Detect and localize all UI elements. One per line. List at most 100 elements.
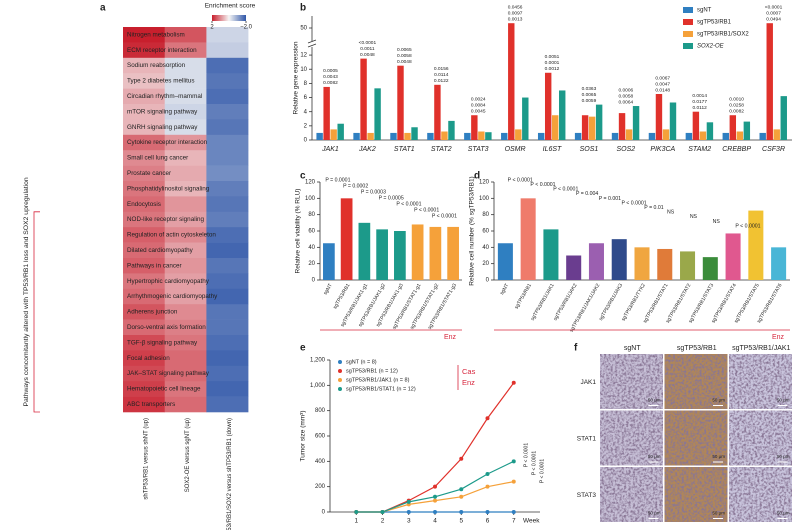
column-label: SOX2-OE versus sgNT (up) <box>185 418 191 492</box>
x-tick-label: sgTP53/RB1/STAT2 <box>665 282 693 324</box>
x-tick-label: IL6ST <box>543 146 562 153</box>
heat-cell <box>123 196 165 213</box>
p-value: 0.0456 <box>508 4 523 10</box>
row-label: JAK1 <box>580 379 596 386</box>
p-value: 0.0494 <box>766 16 781 22</box>
bar <box>692 111 700 140</box>
heat-cell <box>164 227 207 243</box>
row-label: Dorso-ventral axis formation <box>127 324 206 331</box>
y-axis-label: Relative cell viability (% RLU) <box>295 189 302 274</box>
heat-cell <box>164 288 207 305</box>
row-label: NOD-like receptor signaling <box>127 216 204 223</box>
p-value: 0.0010 <box>729 96 744 102</box>
heat-cell <box>123 42 165 59</box>
annotation: P < 0.0001 <box>539 459 545 483</box>
x-tick-label: JAK2 <box>358 146 376 153</box>
x-axis-label: Week <box>523 518 540 525</box>
annotation: NS <box>690 214 698 220</box>
heat-cell <box>206 42 249 59</box>
y-tick-label: 2 <box>304 123 308 129</box>
bar <box>725 233 741 280</box>
data-point <box>433 498 437 503</box>
column-label: shTP53/RB1 versus shNT (up) <box>143 418 149 500</box>
x-tick-label: SOS2 <box>617 146 636 153</box>
bar <box>374 88 381 140</box>
bar <box>330 129 337 140</box>
legend-label: sgTP53/RB1/JAK1 (n = 8) <box>346 377 410 383</box>
x-tick-label: sgTP53/RB1/JAK2 <box>553 282 579 321</box>
bar <box>358 222 371 280</box>
data-point <box>511 380 516 385</box>
x-tick-label: sgTP53/RB1/STAT6 <box>756 282 784 324</box>
heat-cell <box>206 57 249 74</box>
bar <box>515 129 522 140</box>
bar <box>655 94 663 140</box>
bar <box>397 65 404 140</box>
legend-swatch <box>683 43 693 49</box>
side-label: Pathways concomitantly altered with TP53… <box>23 177 30 406</box>
legend-marker <box>338 360 342 364</box>
bar <box>648 132 656 140</box>
bar <box>478 131 485 140</box>
bar <box>485 132 492 140</box>
legend-label: sgTP53/RB1 <box>697 20 732 26</box>
x-tick-label: sgTP53/RB1/JAK3 <box>598 282 624 321</box>
heat-cell <box>206 165 249 182</box>
annotation: P = 0.001 <box>599 196 621 202</box>
bar <box>611 239 627 280</box>
data-point <box>433 494 437 499</box>
heat-cell <box>123 119 165 136</box>
row-label: Endocytosis <box>127 201 161 208</box>
x-tick-label: STAT1 <box>394 146 415 153</box>
bar <box>390 132 397 140</box>
bar <box>722 132 729 140</box>
x-tick-label: 6 <box>486 518 490 525</box>
ihc-texture <box>664 410 728 466</box>
x-tick-label: CSF3R <box>762 146 785 153</box>
bar <box>497 243 513 280</box>
bar <box>618 113 626 140</box>
heat-cell <box>123 88 165 105</box>
bar <box>662 129 670 140</box>
scale-label: 50 μm <box>648 511 661 516</box>
panel-letter: c <box>300 171 306 182</box>
ihc-texture <box>729 410 792 466</box>
x-tick-label: STAT3 <box>468 146 489 153</box>
legend-label: sgNT <box>697 8 712 14</box>
heat-cell <box>164 258 207 274</box>
x-tick-label: STAM2 <box>688 146 711 153</box>
treatment-label: Enz <box>772 334 785 341</box>
annotation: P < 0.0001 <box>531 451 537 475</box>
x-tick-label: OSMR <box>505 146 526 153</box>
heat-cell <box>206 88 249 105</box>
x-tick-label: 4 <box>433 518 437 525</box>
y-tick-label: 40 <box>308 245 315 251</box>
y-tick-label: 800 <box>315 408 326 414</box>
y-tick-label: 0 <box>486 278 490 284</box>
bar <box>657 248 673 280</box>
p-value: 0.0082 <box>323 80 338 86</box>
axis-break-mark <box>307 39 317 48</box>
heat-cell <box>123 304 165 320</box>
treatment-label: Cas <box>462 367 476 376</box>
panel-letter: a <box>100 3 106 14</box>
panel-letter: d <box>474 171 480 182</box>
ihc-texture <box>729 467 792 522</box>
bar <box>471 115 478 140</box>
heat-cell <box>164 119 207 136</box>
x-tick-label: 2 <box>381 518 385 525</box>
annotation: P = 0.0005 <box>379 195 404 201</box>
legend-swatch <box>683 31 693 37</box>
bar <box>634 247 650 280</box>
x-tick-label: sgTP53/RB1/STAT4 <box>710 282 738 324</box>
x-tick-label: sgNT <box>323 283 334 296</box>
bar <box>706 122 714 140</box>
annotation: P < 0.0001 <box>396 201 421 207</box>
heat-cell <box>123 258 165 274</box>
legend-marker <box>338 378 342 382</box>
bar <box>543 229 559 280</box>
data-point <box>485 484 490 489</box>
bar <box>447 226 459 280</box>
heat-cell <box>206 242 249 259</box>
data-point <box>459 487 464 492</box>
